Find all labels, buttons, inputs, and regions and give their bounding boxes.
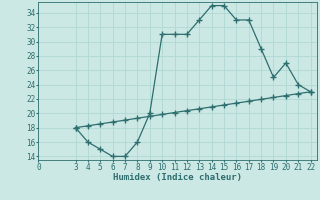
X-axis label: Humidex (Indice chaleur): Humidex (Indice chaleur) [113,173,242,182]
